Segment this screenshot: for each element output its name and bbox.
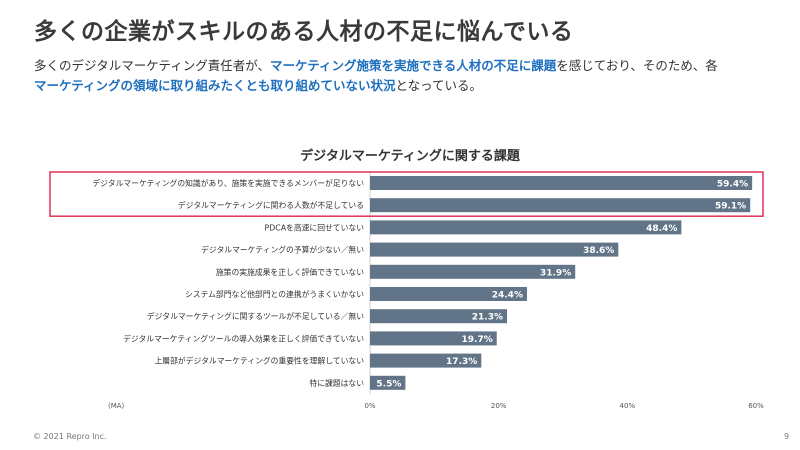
value-label-4: 38.6% <box>583 246 614 256</box>
lead-highlight-2: マーケティングの領域に取り組みたくとも取り組めていない状況 <box>34 78 396 93</box>
category-label-5: 施策の実施成果を正しく評価できていない <box>216 267 364 277</box>
page-number: 9 <box>784 432 790 441</box>
bar-1 <box>370 176 753 190</box>
bar-8 <box>370 331 497 346</box>
x-tick-label-3: 40% <box>620 402 636 410</box>
category-label-4: デジタルマーケティングの予算が少ない／無い <box>201 245 364 255</box>
bar-7 <box>370 309 508 324</box>
lead-paragraph: 多くのデジタルマーケティング責任者が、マーケティング施策を実施できる人材の不足に… <box>34 56 774 96</box>
copyright: © 2021 Repro Inc. <box>33 432 107 441</box>
value-label-10: 5.5% <box>376 379 401 389</box>
category-label-9: 上層部がデジタルマーケティングの重要性を理解していない <box>155 356 365 366</box>
bar-9 <box>370 353 482 368</box>
value-label-7: 21.3% <box>472 313 503 323</box>
bar-10 <box>370 375 406 390</box>
category-label-6: システム部門など他部門との連携がうまくいかない <box>185 289 364 299</box>
highlight-box <box>49 171 764 217</box>
chart-title: デジタルマーケティングに関する課題 <box>300 149 520 164</box>
lead-text-1: 多くのデジタルマーケティング責任者が、 <box>34 58 271 73</box>
bar-3 <box>370 220 682 235</box>
value-label-2: 59.1% <box>715 202 746 212</box>
bar-5 <box>370 264 576 279</box>
value-label-8: 19.7% <box>462 335 493 345</box>
bar-2 <box>370 198 751 213</box>
category-label-1: デジタルマーケティングの知識があり、施策を実施できるメンバーが足りない <box>92 178 364 188</box>
lead-highlight-1: マーケティング施策を実施できる人材の不足に課題 <box>270 58 557 73</box>
x-tick-label-1: 0% <box>364 402 375 410</box>
lead-text-2: を感じており、そのため、各 <box>556 58 718 73</box>
value-label-5: 31.9% <box>540 268 571 278</box>
category-label-10: 特に課題はない <box>309 378 364 388</box>
bar-4 <box>370 242 619 257</box>
lead-text-3: となっている。 <box>395 78 483 93</box>
category-label-2: デジタルマーケティングに関わる人数が不足している <box>178 200 364 210</box>
x-axis-note: (MA) <box>108 402 125 410</box>
x-tick-label-4: 60% <box>748 402 764 410</box>
page-title: 多くの企業がスキルのある人材の不足に悩んでいる <box>34 19 574 45</box>
x-tick-label-2: 20% <box>491 402 507 410</box>
value-label-3: 48.4% <box>646 224 677 234</box>
value-label-6: 24.4% <box>492 291 523 301</box>
category-label-3: PDCAを高速に回せていない <box>265 222 365 232</box>
value-label-9: 17.3% <box>446 357 477 367</box>
category-label-8: デジタルマーケティングツールの導入効果を正しく評価できていない <box>123 333 364 343</box>
value-label-1: 59.4% <box>717 180 748 190</box>
category-label-7: デジタルマーケティングに関するツールが不足している／無い <box>147 311 364 321</box>
bar-6 <box>370 287 527 301</box>
